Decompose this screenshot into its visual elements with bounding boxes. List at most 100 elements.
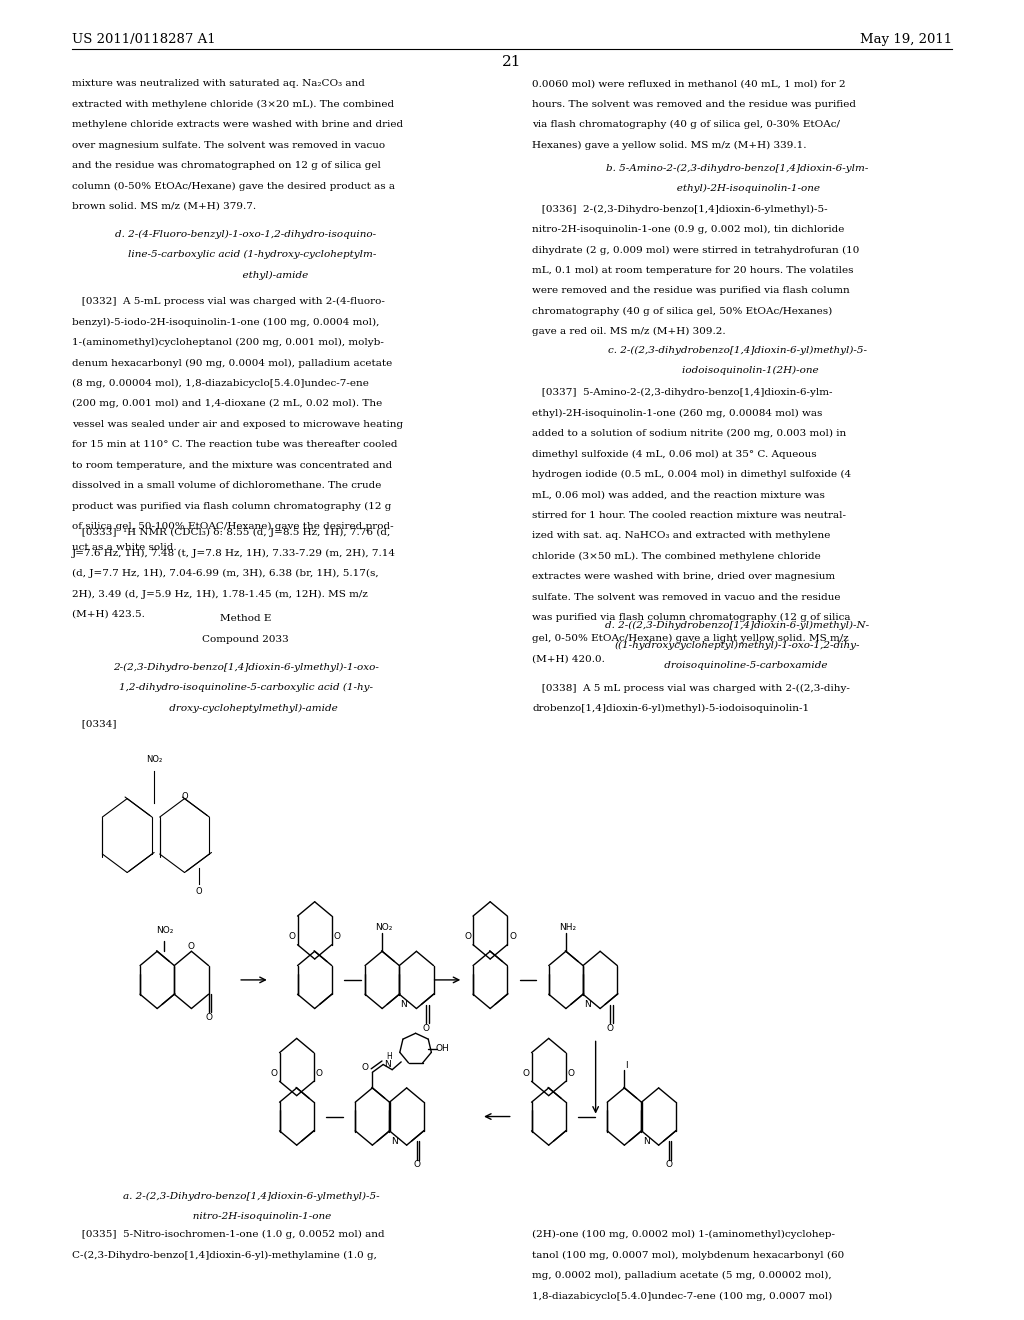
Text: 21: 21 (502, 55, 522, 70)
Text: 1,8-diazabicyclo[5.4.0]undec-7-ene (100 mg, 0.0007 mol): 1,8-diazabicyclo[5.4.0]undec-7-ene (100 … (532, 1291, 833, 1300)
Text: NO₂: NO₂ (156, 925, 173, 935)
Text: O: O (522, 1069, 529, 1078)
Text: [0332]  A 5-mL process vial was charged with 2-(4-fluoro-: [0332] A 5-mL process vial was charged w… (72, 297, 385, 306)
Text: H: H (387, 1052, 392, 1061)
Text: [0337]  5-Amino-2-(2,3-dihydro-benzo[1,4]dioxin-6-ylm-: [0337] 5-Amino-2-(2,3-dihydro-benzo[1,4]… (532, 388, 833, 397)
Text: NO₂: NO₂ (146, 755, 163, 763)
Text: O: O (205, 1014, 212, 1022)
Text: line-5-carboxylic acid (1-hydroxy-cycloheptylm-: line-5-carboxylic acid (1-hydroxy-cycloh… (115, 251, 377, 259)
Text: over magnesium sulfate. The solvent was removed in vacuo: over magnesium sulfate. The solvent was … (72, 141, 385, 149)
Text: J=7.6 Hz, 1H), 7.48 (t, J=7.8 Hz, 1H), 7.33-7.29 (m, 2H), 7.14: J=7.6 Hz, 1H), 7.48 (t, J=7.8 Hz, 1H), 7… (72, 549, 395, 557)
Text: hours. The solvent was removed and the residue was purified: hours. The solvent was removed and the r… (532, 100, 856, 108)
Text: ethyl)-2H-isoquinolin-1-one (260 mg, 0.00084 mol) was: ethyl)-2H-isoquinolin-1-one (260 mg, 0.0… (532, 409, 823, 417)
Text: benzyl)-5-iodo-2H-isoquinolin-1-one (100 mg, 0.0004 mol),: benzyl)-5-iodo-2H-isoquinolin-1-one (100… (72, 317, 379, 326)
Text: and the residue was chromatographed on 12 g of silica gel: and the residue was chromatographed on 1… (72, 161, 381, 170)
Text: US 2011/0118287 A1: US 2011/0118287 A1 (72, 33, 215, 46)
Text: Compound 2033: Compound 2033 (203, 635, 289, 644)
Text: of silica gel, 50-100% EtOAC/Hexane) gave the desired prod-: of silica gel, 50-100% EtOAC/Hexane) gav… (72, 521, 393, 531)
Text: 2H), 3.49 (d, J=5.9 Hz, 1H), 1.78-1.45 (m, 12H). MS m/z: 2H), 3.49 (d, J=5.9 Hz, 1H), 1.78-1.45 (… (72, 589, 368, 598)
Text: mg, 0.0002 mol), palladium acetate (5 mg, 0.00002 mol),: mg, 0.0002 mol), palladium acetate (5 mg… (532, 1271, 833, 1280)
Text: column (0-50% EtOAc/Hexane) gave the desired product as a: column (0-50% EtOAc/Hexane) gave the des… (72, 181, 394, 190)
Text: a. 2-(2,3-Dihydro-benzo[1,4]dioxin-6-ylmethyl)-5-: a. 2-(2,3-Dihydro-benzo[1,4]dioxin-6-ylm… (123, 1192, 379, 1201)
Text: tanol (100 mg, 0.0007 mol), molybdenum hexacarbonyl (60: tanol (100 mg, 0.0007 mol), molybdenum h… (532, 1251, 845, 1259)
Text: N: N (391, 1137, 397, 1146)
Text: (d, J=7.7 Hz, 1H), 7.04-6.99 (m, 3H), 6.38 (br, 1H), 5.17(s,: (d, J=7.7 Hz, 1H), 7.04-6.99 (m, 3H), 6.… (72, 569, 378, 578)
Text: gave a red oil. MS m/z (M+H) 309.2.: gave a red oil. MS m/z (M+H) 309.2. (532, 327, 726, 337)
Text: gel, 0-50% EtOAc/Hexane) gave a light yellow solid. MS m/z: gel, 0-50% EtOAc/Hexane) gave a light ye… (532, 634, 849, 643)
Text: drobenzo[1,4]dioxin-6-yl)methyl)-5-iodoisoquinolin-1: drobenzo[1,4]dioxin-6-yl)methyl)-5-iodoi… (532, 705, 810, 713)
Text: O: O (567, 1069, 574, 1078)
Text: 1,2-dihydro-isoquinoline-5-carboxylic acid (1-hy-: 1,2-dihydro-isoquinoline-5-carboxylic ac… (119, 684, 373, 692)
Text: dimethyl sulfoxide (4 mL, 0.06 mol) at 35° C. Aqueous: dimethyl sulfoxide (4 mL, 0.06 mol) at 3… (532, 449, 817, 458)
Text: droxy-cycloheptylmethyl)-amide: droxy-cycloheptylmethyl)-amide (154, 704, 338, 713)
Text: O: O (423, 1024, 430, 1032)
Text: c. 2-((2,3-dihydrobenzo[1,4]dioxin-6-yl)methyl)-5-: c. 2-((2,3-dihydrobenzo[1,4]dioxin-6-yl)… (608, 346, 866, 355)
Text: for 15 min at 110° C. The reaction tube was thereafter cooled: for 15 min at 110° C. The reaction tube … (72, 441, 397, 449)
Text: chromatography (40 g of silica gel, 50% EtOAc/Hexanes): chromatography (40 g of silica gel, 50% … (532, 308, 833, 315)
Text: chloride (3×50 mL). The combined methylene chloride: chloride (3×50 mL). The combined methyle… (532, 552, 821, 561)
Text: O: O (361, 1063, 369, 1072)
Text: O: O (196, 887, 202, 895)
Text: (8 mg, 0.00004 mol), 1,8-diazabicyclo[5.4.0]undec-7-ene: (8 mg, 0.00004 mol), 1,8-diazabicyclo[5.… (72, 379, 369, 388)
Text: nitro-2H-isoquinolin-1-one: nitro-2H-isoquinolin-1-one (170, 1212, 332, 1221)
Text: May 19, 2011: May 19, 2011 (860, 33, 952, 46)
Text: 0.0060 mol) were refluxed in methanol (40 mL, 1 mol) for 2: 0.0060 mol) were refluxed in methanol (4… (532, 79, 846, 88)
Text: extractes were washed with brine, dried over magnesium: extractes were washed with brine, dried … (532, 573, 836, 581)
Text: sulfate. The solvent was removed in vacuo and the residue: sulfate. The solvent was removed in vacu… (532, 593, 841, 602)
Text: N: N (643, 1137, 649, 1146)
Text: 2-(2,3-Dihydro-benzo[1,4]dioxin-6-ylmethyl)-1-oxo-: 2-(2,3-Dihydro-benzo[1,4]dioxin-6-ylmeth… (113, 663, 379, 672)
Text: via flash chromatography (40 g of silica gel, 0-30% EtOAc/: via flash chromatography (40 g of silica… (532, 120, 841, 129)
Text: N: N (584, 1001, 591, 1010)
Text: extracted with methylene chloride (3×20 mL). The combined: extracted with methylene chloride (3×20 … (72, 100, 394, 108)
Text: droisoquinoline-5-carboxamide: droisoquinoline-5-carboxamide (647, 661, 827, 671)
Text: brown solid. MS m/z (M+H) 379.7.: brown solid. MS m/z (M+H) 379.7. (72, 202, 256, 211)
Text: O: O (665, 1160, 672, 1170)
Text: [0336]  2-(2,3-Dihydro-benzo[1,4]dioxin-6-ylmethyl)-5-: [0336] 2-(2,3-Dihydro-benzo[1,4]dioxin-6… (532, 205, 828, 214)
Text: (M+H) 420.0.: (M+H) 420.0. (532, 655, 605, 663)
Text: vessel was sealed under air and exposed to microwave heating: vessel was sealed under air and exposed … (72, 420, 402, 429)
Text: N: N (384, 1060, 391, 1069)
Text: nitro-2H-isoquinolin-1-one (0.9 g, 0.002 mol), tin dichloride: nitro-2H-isoquinolin-1-one (0.9 g, 0.002… (532, 224, 845, 234)
Text: d. 2-((2,3-Dihydrobenzo[1,4]dioxin-6-yl)methyl)-N-: d. 2-((2,3-Dihydrobenzo[1,4]dioxin-6-yl)… (605, 620, 869, 630)
Text: were removed and the residue was purified via flash column: were removed and the residue was purifie… (532, 286, 850, 296)
Text: O: O (315, 1069, 323, 1078)
Text: [0335]  5-Nitro-isochromen-1-one (1.0 g, 0.0052 mol) and: [0335] 5-Nitro-isochromen-1-one (1.0 g, … (72, 1230, 384, 1239)
Text: dihydrate (2 g, 0.009 mol) were stirred in tetrahydrofuran (10: dihydrate (2 g, 0.009 mol) were stirred … (532, 246, 860, 255)
Text: stirred for 1 hour. The cooled reaction mixture was neutral-: stirred for 1 hour. The cooled reaction … (532, 511, 847, 520)
Text: (M+H) 423.5.: (M+H) 423.5. (72, 610, 144, 619)
Text: ized with sat. aq. NaHCO₃ and extracted with methylene: ized with sat. aq. NaHCO₃ and extracted … (532, 532, 830, 540)
Text: [0333]  ¹H NMR (CDCl₃) δ: 8.55 (d, J=8.5 Hz, 1H), 7.76 (d,: [0333] ¹H NMR (CDCl₃) δ: 8.55 (d, J=8.5 … (72, 528, 390, 537)
Text: O: O (181, 792, 187, 801)
Text: O: O (334, 932, 341, 941)
Text: N: N (400, 1001, 408, 1010)
Text: OH: OH (436, 1044, 450, 1053)
Text: mixture was neutralized with saturated aq. Na₂CO₃ and: mixture was neutralized with saturated a… (72, 79, 365, 88)
Text: O: O (509, 932, 516, 941)
Text: methylene chloride extracts were washed with brine and dried: methylene chloride extracts were washed … (72, 120, 402, 129)
Text: dissolved in a small volume of dichloromethane. The crude: dissolved in a small volume of dichlorom… (72, 482, 381, 490)
Text: mL, 0.1 mol) at room temperature for 20 hours. The volatiles: mL, 0.1 mol) at room temperature for 20 … (532, 267, 854, 275)
Text: NH₂: NH₂ (559, 924, 577, 932)
Text: O: O (270, 1069, 278, 1078)
Text: ethyl)-2H-isoquinolin-1-one: ethyl)-2H-isoquinolin-1-one (654, 183, 820, 193)
Text: O: O (606, 1024, 613, 1032)
Text: Hexanes) gave a yellow solid. MS m/z (M+H) 339.1.: Hexanes) gave a yellow solid. MS m/z (M+… (532, 141, 807, 149)
Text: to room temperature, and the mixture was concentrated and: to room temperature, and the mixture was… (72, 461, 392, 470)
Text: I: I (625, 1061, 628, 1071)
Text: product was purified via flash column chromatography (12 g: product was purified via flash column ch… (72, 502, 391, 511)
Text: ((1-hydroxycycloheptyl)methyl)-1-oxo-1,2-dihy-: ((1-hydroxycycloheptyl)methyl)-1-oxo-1,2… (614, 640, 860, 649)
Text: b. 5-Amino-2-(2,3-dihydro-benzo[1,4]dioxin-6-ylm-: b. 5-Amino-2-(2,3-dihydro-benzo[1,4]diox… (606, 164, 868, 173)
Text: O: O (188, 941, 195, 950)
Text: [0334]: [0334] (72, 719, 116, 729)
Text: d. 2-(4-Fluoro-benzyl)-1-oxo-1,2-dihydro-isoquino-: d. 2-(4-Fluoro-benzyl)-1-oxo-1,2-dihydro… (115, 230, 377, 239)
Text: Method E: Method E (220, 614, 271, 623)
Text: iodoisoquinolin-1(2H)-one: iodoisoquinolin-1(2H)-one (656, 366, 818, 375)
Text: (200 mg, 0.001 mol) and 1,4-dioxane (2 mL, 0.02 mol). The: (200 mg, 0.001 mol) and 1,4-dioxane (2 m… (72, 399, 382, 408)
Text: denum hexacarbonyl (90 mg, 0.0004 mol), palladium acetate: denum hexacarbonyl (90 mg, 0.0004 mol), … (72, 358, 392, 367)
Text: uct as a white solid.: uct as a white solid. (72, 543, 176, 552)
Text: C-(2,3-Dihydro-benzo[1,4]dioxin-6-yl)-methylamine (1.0 g,: C-(2,3-Dihydro-benzo[1,4]dioxin-6-yl)-me… (72, 1251, 377, 1259)
Text: O: O (413, 1160, 420, 1170)
Text: O: O (464, 932, 471, 941)
Text: [0338]  A 5 mL process vial was charged with 2-((2,3-dihy-: [0338] A 5 mL process vial was charged w… (532, 684, 850, 693)
Text: ethyl)-amide: ethyl)-amide (183, 271, 308, 280)
